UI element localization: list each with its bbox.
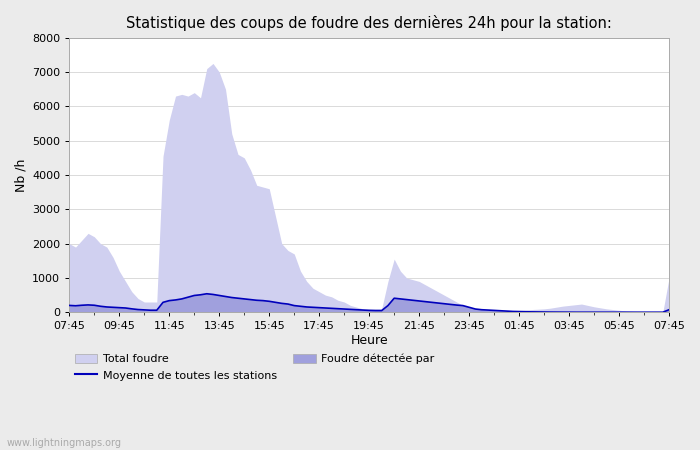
Y-axis label: Nb /h: Nb /h — [15, 158, 28, 192]
Title: Statistique des coups de foudre des dernières 24h pour la station:: Statistique des coups de foudre des dern… — [126, 15, 612, 31]
Text: www.lightningmaps.org: www.lightningmaps.org — [7, 438, 122, 448]
X-axis label: Heure: Heure — [351, 334, 388, 347]
Legend: Total foudre, Moyenne de toutes les stations, Foudre détectée par: Total foudre, Moyenne de toutes les stat… — [75, 354, 435, 381]
